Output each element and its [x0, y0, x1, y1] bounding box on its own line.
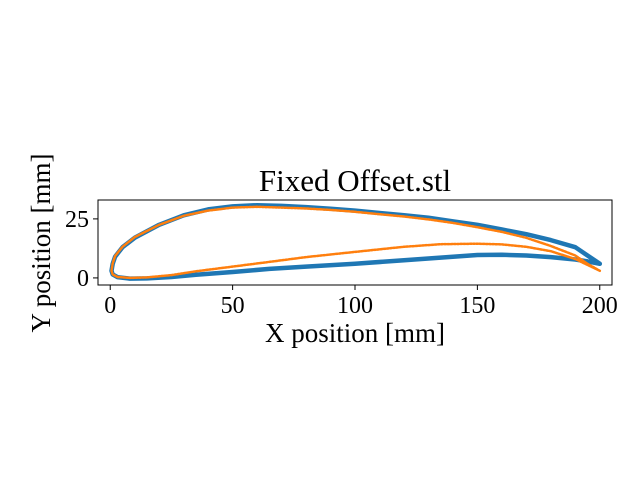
y-tick-label: 0: [77, 266, 89, 292]
x-axis-label: X position [mm]: [265, 318, 445, 348]
x-axis-ticks: 0 50 100 150 200: [104, 285, 618, 319]
y-axis-ticks: 0 25: [65, 207, 98, 292]
chart-title: Fixed Offset.stl: [259, 163, 451, 198]
y-tick-label: 25: [65, 207, 89, 233]
series-layer: [109, 202, 603, 281]
x-tick-label: 0: [104, 293, 116, 319]
x-tick-label: 200: [582, 293, 618, 319]
x-tick-label: 150: [459, 293, 495, 319]
x-tick-label: 50: [221, 293, 245, 319]
x-tick-label: 100: [337, 293, 373, 319]
series-2-outline: [110, 205, 602, 280]
y-axis-label: Y position [mm]: [26, 154, 56, 333]
